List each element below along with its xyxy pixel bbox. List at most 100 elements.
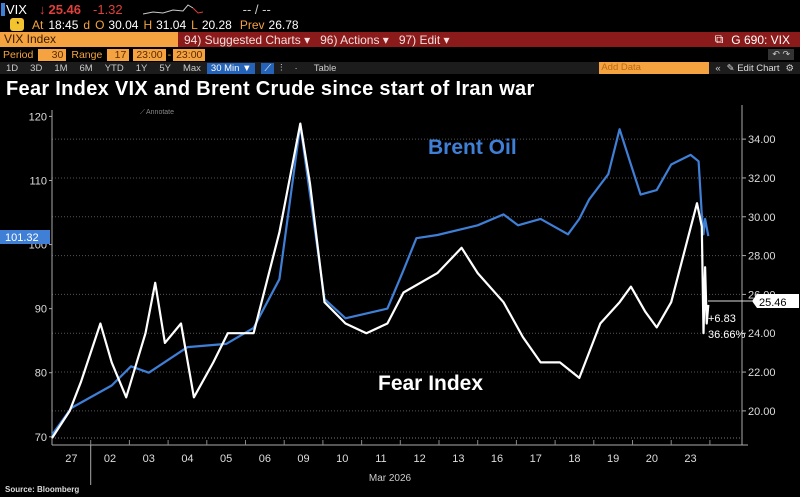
vix-change-pct: 36.66% bbox=[708, 329, 746, 341]
gauge-icon[interactable]: ◔ bbox=[10, 18, 24, 31]
x-tick-label: 17 bbox=[530, 453, 542, 465]
prev-label: Prev bbox=[239, 17, 265, 32]
range-3d[interactable]: 3D bbox=[30, 62, 43, 74]
x-month-label: Mar 2026 bbox=[369, 473, 412, 484]
table-button[interactable]: Table bbox=[313, 62, 337, 74]
series-line-vix bbox=[51, 122, 710, 439]
ticker-bar: VIX ↓ 25.46 -1.32 -- / -- bbox=[0, 2, 800, 17]
x-tick-label: 04 bbox=[181, 453, 193, 465]
left-tick-label: 90 bbox=[35, 304, 47, 316]
d-label: d bbox=[83, 17, 91, 32]
vix-change: +6.83 bbox=[708, 313, 736, 325]
range-end-input[interactable]: 23:00 bbox=[173, 48, 206, 61]
range-separator: - bbox=[167, 48, 172, 61]
range-input[interactable]: 17 bbox=[107, 48, 130, 61]
time: 18:45 bbox=[48, 17, 79, 32]
range-start-input[interactable]: 23:00 bbox=[133, 48, 166, 61]
x-tick-label: 19 bbox=[607, 453, 619, 465]
line-chart-icon[interactable]: ⟋ bbox=[261, 62, 275, 74]
quote-bar: ◔ At 18:45 d O 30.04 H 31.04 L 20.28 Pre… bbox=[0, 17, 800, 32]
range-1d[interactable]: 1D bbox=[6, 62, 19, 74]
vix-last-value: 25.46 bbox=[759, 297, 787, 309]
x-tick-label: 02 bbox=[104, 453, 116, 465]
open-value: 30.04 bbox=[108, 17, 139, 32]
suggested-charts-menu[interactable]: 94) Suggested Charts ▾ bbox=[184, 32, 311, 47]
x-tick-label: 23 bbox=[684, 453, 696, 465]
selection-marker bbox=[1, 3, 5, 16]
vix-last-box bbox=[752, 294, 799, 308]
period-label: Period bbox=[3, 48, 34, 61]
right-tick-label: 24.00 bbox=[748, 328, 776, 340]
left-tick-label: 110 bbox=[29, 175, 47, 187]
x-tick-label: 27 bbox=[65, 453, 77, 465]
x-tick-label: 03 bbox=[143, 453, 155, 465]
brent-last-value: 101.32 bbox=[5, 232, 39, 244]
security-field[interactable]: VIX Index bbox=[0, 32, 178, 47]
open-label: O bbox=[95, 17, 105, 32]
x-tick-label: 09 bbox=[297, 453, 309, 465]
right-tick-label: 20.00 bbox=[748, 406, 776, 418]
chart-title: Fear Index VIX and Brent Crude since sta… bbox=[6, 78, 535, 100]
right-tick-label: 30.00 bbox=[748, 212, 776, 224]
edit-menu[interactable]: 97) Edit ▾ bbox=[398, 32, 450, 47]
range-5y[interactable]: 5Y bbox=[159, 62, 171, 74]
x-tick-label: 12 bbox=[414, 453, 426, 465]
x-tick-label: 20 bbox=[646, 453, 658, 465]
range-1m[interactable]: 1M bbox=[54, 62, 68, 74]
right-tick-label: 28.00 bbox=[748, 251, 776, 263]
x-tick-label: 11 bbox=[375, 453, 386, 465]
high-value: 31.04 bbox=[156, 17, 187, 32]
range-6m[interactable]: 6M bbox=[79, 62, 93, 74]
x-tick-label: 05 bbox=[220, 453, 232, 465]
sparkline bbox=[142, 3, 203, 14]
source-note: Source: Bloomberg bbox=[5, 485, 80, 494]
low-value: 20.28 bbox=[201, 17, 232, 32]
brent-last-box bbox=[0, 230, 50, 244]
function-code: G 690: VIX bbox=[731, 32, 790, 47]
range-label: Range bbox=[71, 48, 103, 61]
right-tick-label: 22.00 bbox=[748, 367, 776, 379]
x-tick-label: 18 bbox=[568, 453, 580, 465]
ticker: VIX bbox=[6, 2, 27, 17]
x-tick-label: 06 bbox=[259, 453, 271, 465]
edit-chart-button[interactable]: ✎ Edit Chart bbox=[726, 62, 780, 74]
interval-dropdown[interactable]: 30 Min ▼ bbox=[206, 62, 256, 74]
low-label: L bbox=[191, 17, 198, 32]
left-tick-label: 120 bbox=[29, 111, 47, 123]
chart-area[interactable]: 20.0022.0024.0026.0028.0030.0032.0034.00… bbox=[0, 100, 800, 485]
actions-menu[interactable]: 96) Actions ▾ bbox=[320, 32, 389, 47]
series-label-brent: Brent Oil bbox=[428, 136, 517, 159]
x-tick-label: 16 bbox=[491, 453, 503, 465]
annotate-button[interactable]: Annotate bbox=[146, 109, 174, 116]
left-tick-label: 80 bbox=[35, 368, 47, 380]
add-data-input[interactable]: Add Data bbox=[599, 62, 710, 74]
popout-icon[interactable]: ⧉ bbox=[714, 32, 724, 46]
x-tick-label: 10 bbox=[336, 453, 348, 465]
chart-toolbar: 1D 3D 1M 6M YTD 1Y 5Y Max 30 Min ▼ ⟋ ⫶ ·… bbox=[0, 62, 800, 74]
right-tick-label: 34.00 bbox=[748, 134, 776, 146]
down-arrow-icon: ↓ bbox=[38, 2, 46, 17]
period-controls: Period 30 Range 17 23:00 - 23:00 ↶ ↷ bbox=[0, 48, 800, 61]
collapse-icon[interactable]: « bbox=[715, 62, 721, 74]
period-input[interactable]: 30 bbox=[38, 48, 67, 61]
high-label: H bbox=[143, 17, 153, 32]
bar-chart-icon[interactable]: ⫶ bbox=[280, 62, 283, 74]
range-ytd[interactable]: YTD bbox=[104, 62, 124, 74]
x-tick-label: 13 bbox=[452, 453, 464, 465]
menu-bar: VIX Index 94) Suggested Charts ▾ 96) Act… bbox=[0, 32, 800, 47]
range-max[interactable]: Max bbox=[182, 62, 201, 74]
prev-value: 26.78 bbox=[268, 17, 299, 32]
left-tick-label: 70 bbox=[35, 432, 47, 444]
price-change: -1.32 bbox=[93, 2, 123, 17]
bid-ask: -- / -- bbox=[242, 2, 271, 17]
at-label: At bbox=[32, 17, 44, 32]
chart-settings-icon[interactable]: ⚙ bbox=[785, 62, 794, 74]
series-label-vix: Fear Index bbox=[378, 372, 483, 395]
series-line-brent bbox=[51, 123, 710, 436]
undo-button[interactable]: ↶ ↷ bbox=[768, 49, 794, 60]
last-price: 25.46 bbox=[48, 2, 82, 17]
more-icon[interactable]: · bbox=[294, 62, 298, 74]
annotate-icon: ⟋ bbox=[140, 108, 145, 116]
range-1y[interactable]: 1Y bbox=[135, 62, 148, 74]
annotate-label: Annotate bbox=[146, 109, 174, 116]
